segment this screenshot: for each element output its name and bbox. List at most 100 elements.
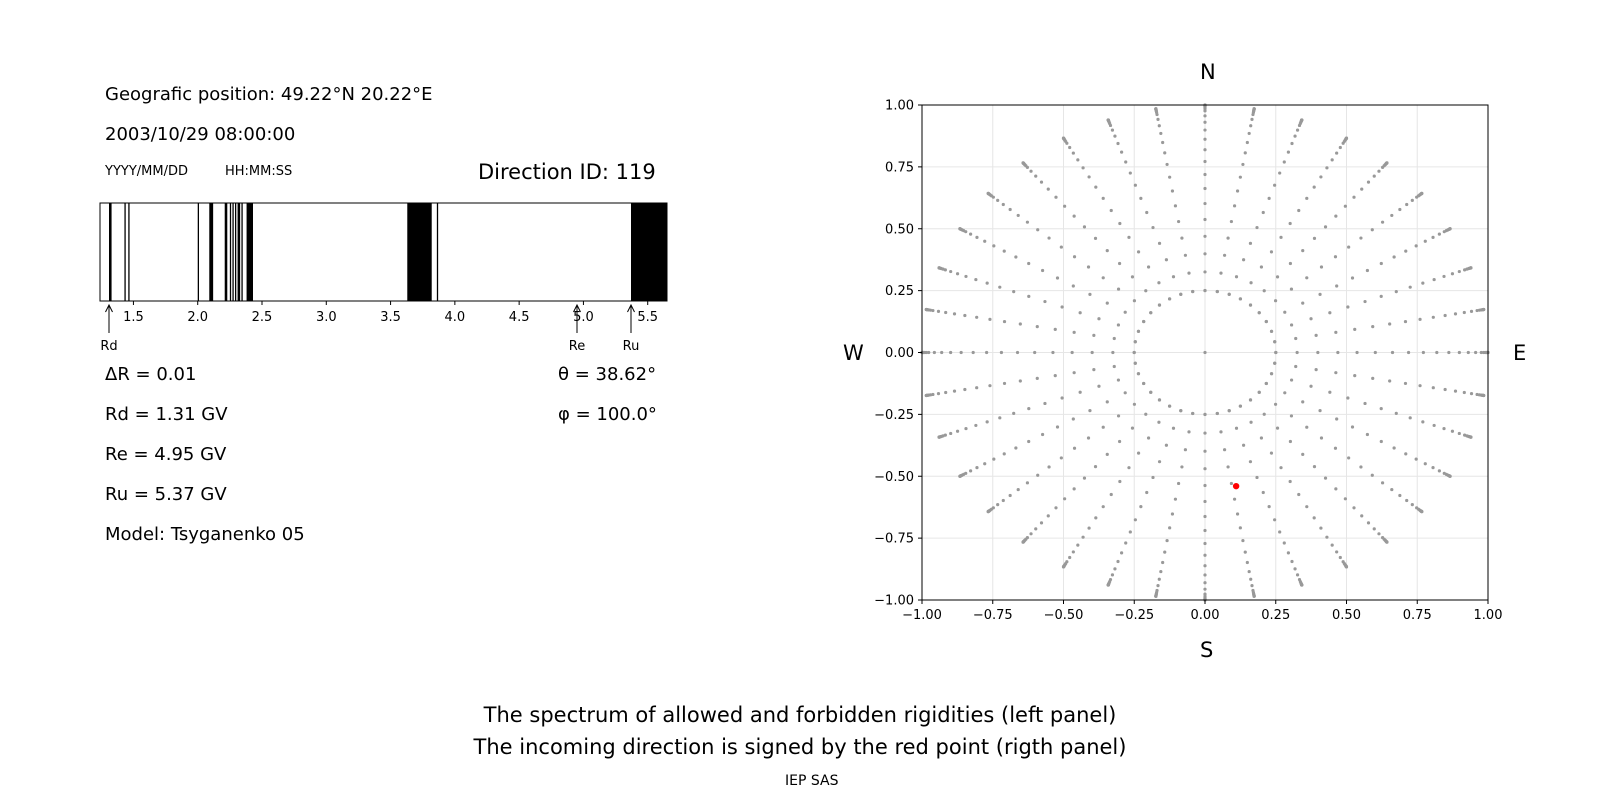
direction-point xyxy=(1269,329,1274,333)
direction-point xyxy=(1171,275,1176,279)
direction-point xyxy=(1257,390,1261,394)
direction-point xyxy=(1203,514,1207,519)
direction-point xyxy=(1159,131,1163,136)
direction-point xyxy=(1398,493,1402,498)
direction-point xyxy=(1335,417,1339,421)
direction-point xyxy=(1305,425,1309,429)
direction-point xyxy=(1039,180,1044,184)
direction-point xyxy=(1319,526,1323,530)
direction-point xyxy=(1482,393,1486,398)
direction-point xyxy=(1068,145,1072,150)
direction-point xyxy=(983,462,987,466)
direction-point xyxy=(1469,392,1474,396)
direction-point xyxy=(1180,465,1184,469)
direction-point xyxy=(1072,371,1076,375)
selected-direction-point xyxy=(1232,482,1240,490)
direction-point xyxy=(1136,372,1141,376)
direction-point xyxy=(1061,565,1066,569)
direction-point xyxy=(1072,487,1076,491)
y-tick-label: 1.00 xyxy=(885,99,914,114)
direction-point xyxy=(1377,169,1381,173)
direction-point xyxy=(1072,255,1077,259)
direction-point xyxy=(937,266,941,270)
direction-point xyxy=(1431,315,1435,319)
direction-point xyxy=(1469,435,1473,439)
direction-point xyxy=(1203,449,1207,453)
marker-arrowhead xyxy=(627,303,635,313)
direction-point xyxy=(1203,499,1207,504)
direction-point xyxy=(1203,587,1207,591)
direction-point xyxy=(1279,235,1283,239)
x-tick-label: 3.0 xyxy=(316,310,337,325)
direction-point xyxy=(1363,299,1367,304)
direction-point xyxy=(1203,350,1207,355)
direction-point xyxy=(1252,107,1256,111)
forbidden-band xyxy=(631,203,667,301)
direction-point xyxy=(1133,340,1137,344)
direction-point xyxy=(1157,420,1161,424)
direction-point xyxy=(1136,329,1141,333)
direction-point xyxy=(1275,275,1280,279)
direction-point xyxy=(1116,287,1121,291)
direction-point xyxy=(1156,583,1160,588)
direction-point xyxy=(1447,350,1451,355)
direction-point xyxy=(958,227,962,231)
time-format-label: HH:MM:SS xyxy=(225,164,293,179)
direction-point xyxy=(1203,201,1207,206)
direction-point xyxy=(1371,325,1375,329)
direction-point xyxy=(932,350,936,355)
direction-point xyxy=(1014,446,1018,450)
direction-point xyxy=(1243,151,1247,155)
direction-point xyxy=(1234,426,1239,430)
direction-point xyxy=(1076,543,1080,547)
direction-point xyxy=(927,350,931,355)
direction-point xyxy=(1105,400,1109,404)
direction-point xyxy=(1167,404,1172,408)
direction-point xyxy=(1314,368,1318,372)
direction-point xyxy=(1385,540,1389,544)
direction-point xyxy=(1232,204,1237,208)
direction-point xyxy=(944,390,948,395)
direction-point xyxy=(1238,297,1243,301)
direction-point xyxy=(1344,565,1349,569)
direction-point xyxy=(1442,426,1446,431)
direction-point xyxy=(1154,107,1158,111)
direction-point xyxy=(1072,446,1077,450)
direction-point xyxy=(1334,214,1338,218)
re-value: Re = 4.95 GV xyxy=(105,444,227,465)
direction-point xyxy=(1267,196,1271,200)
direction-point xyxy=(1116,378,1121,382)
direction-point xyxy=(1008,207,1012,212)
direction-point xyxy=(1328,390,1332,394)
direction-point xyxy=(1105,249,1109,253)
direction-point xyxy=(1418,384,1422,388)
direction-point xyxy=(1029,532,1033,536)
direction-point xyxy=(1133,361,1137,365)
direction-point xyxy=(1289,378,1294,382)
direction-point xyxy=(1319,175,1323,179)
direction-point xyxy=(1063,497,1067,501)
direction-point xyxy=(1173,497,1178,501)
compass-west: W xyxy=(843,341,864,365)
direction-point xyxy=(1034,174,1038,178)
direction-point xyxy=(1238,404,1243,408)
direction-point xyxy=(1283,310,1287,314)
direction-point xyxy=(1238,175,1242,179)
direction-point xyxy=(1120,551,1124,555)
compass-east: E xyxy=(1513,341,1527,365)
direction-point xyxy=(975,235,979,239)
direction-point xyxy=(1388,379,1392,383)
direction-point xyxy=(1203,467,1207,471)
direction-point xyxy=(1203,431,1207,435)
direction-point xyxy=(1145,210,1149,215)
y-tick-label: 0.25 xyxy=(885,284,914,299)
direction-point xyxy=(1117,261,1122,266)
direction-point xyxy=(1289,323,1294,327)
x-tick-label: 1.00 xyxy=(1474,608,1503,623)
direction-point xyxy=(1060,396,1064,400)
direction-point xyxy=(1018,322,1022,326)
direction-point xyxy=(1219,430,1223,434)
direction-point xyxy=(1295,573,1300,577)
direction-point xyxy=(1261,490,1265,495)
direction-point xyxy=(1261,210,1265,215)
